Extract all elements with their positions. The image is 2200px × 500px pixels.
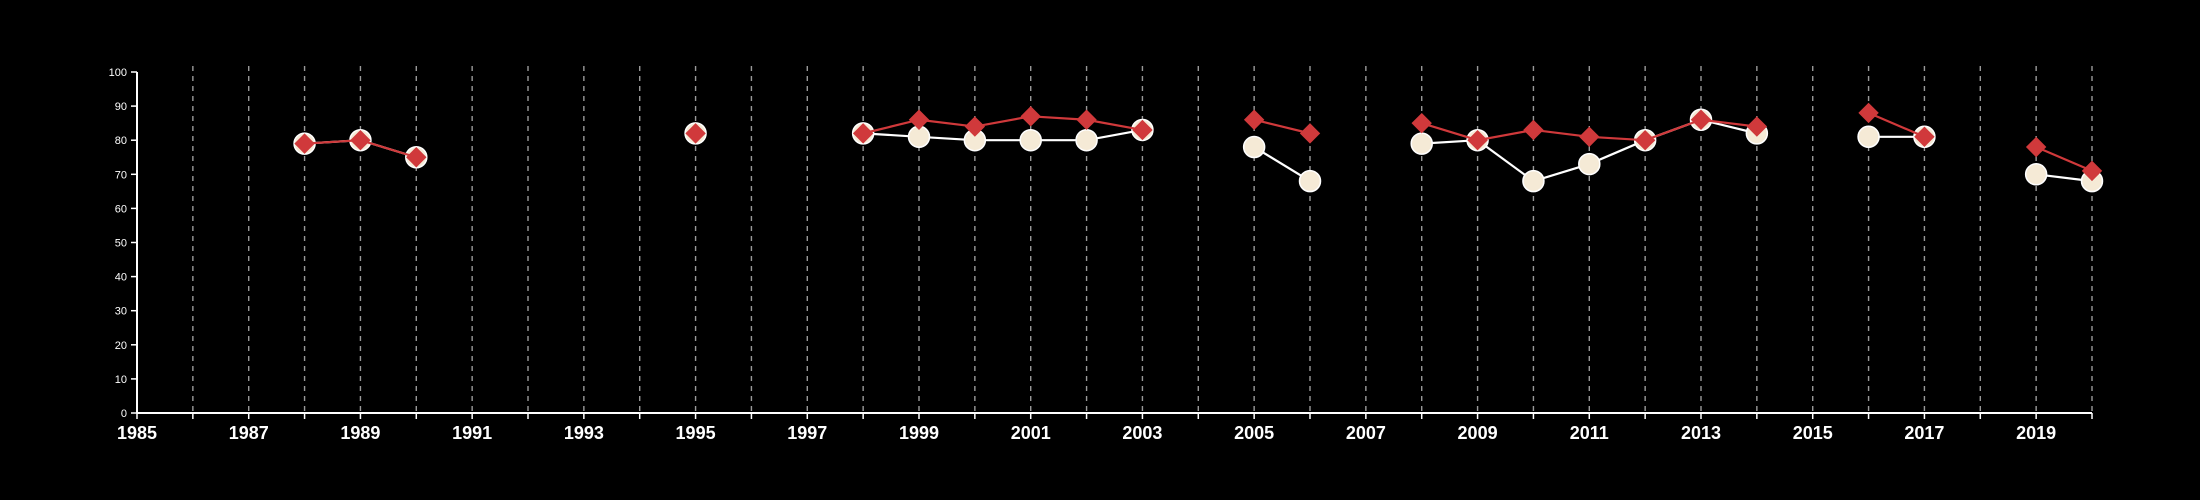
series-2-point-1999 [908,109,930,130]
series-1-point-2002 [1075,128,1098,152]
series-1-point-2016 [1857,125,1880,149]
series-2-point-2003 [1132,119,1153,141]
series-2-point-2001 [1020,106,1041,127]
series-1-point-2006 [1298,169,1322,193]
x-tick-label-1989: 1989 [340,423,380,443]
series-2-point-2006 [1299,123,1321,144]
series-2-point-2012 [1634,129,1656,151]
series-2-point-2008 [1411,112,1432,134]
series-2-line-segment-7 [2035,146,2093,172]
series-2-line-segment-6 [1868,111,1925,138]
series-2-point-2017 [1914,126,1935,147]
series-2-point-1989 [350,129,371,151]
series-1-point-2001 [1019,128,1042,152]
x-tick-label-2019: 2019 [2016,423,2056,443]
x-tick-label-2001: 2001 [1011,423,1051,443]
y-tick-label-30: 30 [115,306,127,318]
series-layer [293,102,2104,193]
x-tick-label-1999: 1999 [899,423,939,443]
x-tick-label-2013: 2013 [1681,423,1721,443]
series-1-point-2019 [2024,163,2048,186]
series-2-point-2010 [1523,119,1544,141]
series-2-point-2002 [1076,109,1097,130]
series-2-point-1998 [852,123,874,144]
series-2-point-1988 [294,133,315,154]
y-tick-label-20: 20 [115,340,127,352]
series-2-point-2020 [2081,160,2103,182]
y-tick-label-100: 100 [109,67,127,79]
x-tick-label-2005: 2005 [1234,423,1274,443]
series-2-line-segment-3 [862,115,1143,135]
x-tick-label-1985: 1985 [117,423,157,443]
x-tick-label-2017: 2017 [1904,423,1944,443]
x-tick-label-2009: 2009 [1458,423,1498,443]
x-tick-label-1991: 1991 [452,423,492,443]
x-tick-label-2007: 2007 [1346,423,1386,443]
y-tick-label-50: 50 [115,238,127,250]
y-tick-label-10: 10 [115,374,127,386]
series-2-point-2011 [1579,126,1600,147]
series-2-point-2000 [964,116,986,137]
x-tick-label-1993: 1993 [564,423,604,443]
x-tick-label-2015: 2015 [1793,423,1833,443]
x-tick-label-2011: 2011 [1570,423,1609,443]
series-1-point-2010 [1522,169,1545,193]
series-2 [294,102,2103,182]
x-tick-label-1997: 1997 [787,423,827,443]
series-2-point-2009 [1467,129,1488,151]
series-1-point-2011 [1578,152,1601,176]
series-2-point-2019 [2025,136,2047,158]
series-1-point-2005 [1242,135,1266,159]
y-tick-label-90: 90 [115,101,127,113]
y-tick-label-40: 40 [115,272,127,284]
x-tick-label-1987: 1987 [229,423,269,443]
series-1-point-2008 [1410,132,1433,155]
y-tick-label-80: 80 [115,135,127,147]
series-2-point-2005 [1243,109,1265,130]
series-2-point-1990 [406,147,427,168]
series-1-line-segment-3 [863,128,1143,142]
x-tick-label-1995: 1995 [676,423,716,443]
y-tick-label-60: 60 [115,203,127,215]
x-tick-label-2003: 2003 [1122,423,1162,443]
series-2-point-2013 [1690,109,1712,130]
vertical-gridlines [192,66,2093,413]
y-tick-label-0: 0 [121,408,127,420]
y-tick-label-70: 70 [115,169,127,181]
series-2-point-1995 [685,123,706,144]
series-2-point-2014 [1746,116,1768,137]
series-2-line-segment-4 [1253,118,1311,135]
series-2-point-2016 [1858,102,1879,124]
axes: 0 10 20 30 40 50 60 70 80 90 100 1985 1987 1989 1991 19… [109,67,2093,443]
